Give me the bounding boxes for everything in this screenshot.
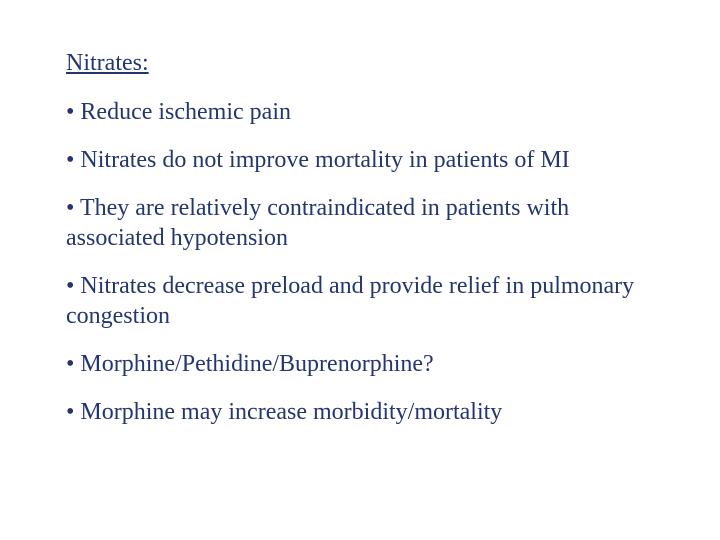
bullet-item: Nitrates do not improve mortality in pat…: [66, 145, 666, 175]
slide-content: Nitrates: Reduce ischemic pain Nitrates …: [66, 50, 666, 445]
bullet-item: Morphine/Pethidine/Buprenorphine?: [66, 349, 666, 379]
bullet-item: Reduce ischemic pain: [66, 97, 666, 127]
bullet-item: They are relatively contraindicated in p…: [66, 193, 666, 253]
section-heading: Nitrates:: [66, 50, 666, 77]
bullet-item: Morphine may increase morbidity/mortalit…: [66, 397, 666, 427]
bullet-item: Nitrates decrease preload and provide re…: [66, 271, 666, 331]
